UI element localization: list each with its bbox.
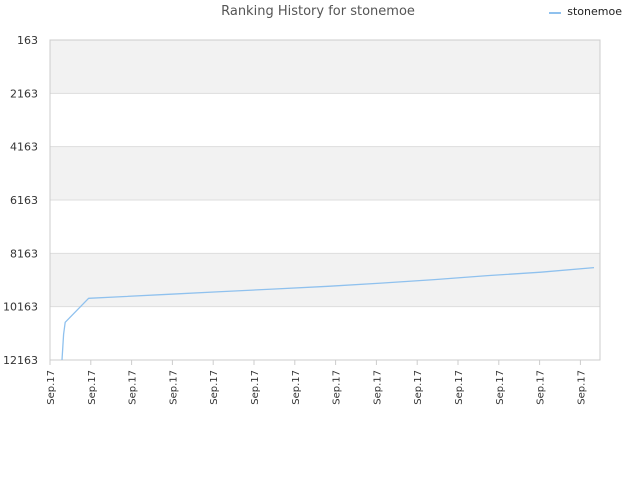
legend-label: stonemoe — [567, 5, 622, 18]
y-tick-label: 2163 — [10, 87, 38, 100]
plot-band — [50, 146, 600, 200]
y-tick-label: 163 — [17, 34, 38, 47]
plot-frame — [49, 39, 601, 361]
y-tick-label: 10163 — [3, 301, 38, 314]
series-line — [61, 267, 595, 361]
legend[interactable]: stonemoe — [549, 5, 622, 18]
x-tick-label: Sep.17 — [46, 370, 57, 405]
x-tick-label: Sep.17 — [168, 370, 179, 405]
plot-band — [50, 253, 600, 307]
x-tick-label: Sep.17 — [454, 370, 465, 405]
x-tick-label: Sep.17 — [332, 370, 343, 405]
x-tick-label: Sep.17 — [291, 370, 302, 405]
y-tick-label: 4163 — [10, 141, 38, 154]
y-tick-label: 8163 — [10, 247, 38, 260]
x-tick-label: Sep.17 — [495, 370, 506, 405]
x-tick-label: Sep.17 — [128, 370, 139, 405]
x-tick-label: Sep.17 — [536, 370, 547, 405]
x-tick-label: Sep.17 — [209, 370, 220, 405]
y-tick-label: 12163 — [3, 354, 38, 367]
x-tick-label: Sep.17 — [87, 370, 98, 405]
x-tick-label: Sep.17 — [250, 370, 261, 405]
legend-swatch — [549, 11, 562, 14]
chart-title: Ranking History for stonemoe — [221, 4, 415, 19]
plot-band — [50, 40, 600, 94]
x-tick-label: Sep.17 — [372, 370, 383, 405]
x-tick-label: Sep.17 — [413, 370, 424, 405]
x-tick-label: Sep.17 — [576, 370, 587, 405]
y-tick-label: 6163 — [10, 194, 38, 207]
